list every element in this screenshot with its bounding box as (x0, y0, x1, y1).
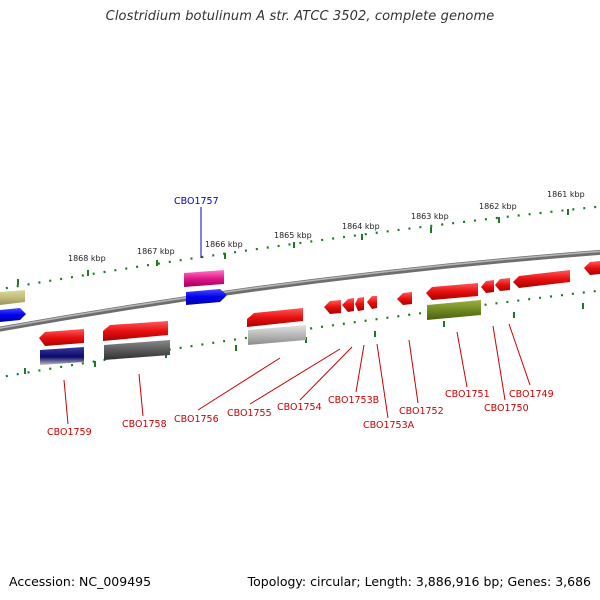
kbp-label: 1861 kbp (547, 190, 585, 199)
kbp-labels: 1861 kbp 1862 kbp 1863 kbp 1864 kbp 1865… (68, 190, 585, 263)
gene-arrow[interactable] (184, 270, 224, 287)
gene-label: CBO1750 (484, 403, 529, 414)
kbp-label: 1864 kbp (342, 222, 380, 231)
gene-arrow[interactable] (0, 290, 25, 305)
gene-arrow[interactable] (248, 325, 306, 345)
gene-label: CBO1758 (122, 419, 167, 430)
outer-tick-track (0, 205, 600, 291)
genome-backbone (0, 249, 600, 332)
gene-label: CBO1753A (363, 420, 415, 431)
gene-arrow[interactable] (324, 300, 341, 314)
outer-major-ticks (17, 209, 569, 285)
gene-arrow[interactable] (247, 308, 303, 327)
gene-arrow[interactable] (104, 340, 170, 360)
gene-arrow[interactable] (426, 283, 478, 300)
gene-label: CBO1752 (399, 406, 444, 417)
gene-arrow[interactable] (186, 289, 227, 305)
gene-label: CBO1755 (227, 408, 272, 419)
gene-labels: CBO1757 CBO1759 CBO1758 CBO1756 CBO1755 … (47, 196, 554, 438)
gene-arrow[interactable] (103, 321, 168, 341)
gene-label: CBO1751 (445, 389, 490, 400)
gene-arrow[interactable] (355, 297, 364, 311)
gene-arrow[interactable] (481, 280, 494, 293)
kbp-label: 1865 kbp (274, 231, 312, 240)
gene-label: CBO1749 (509, 389, 554, 400)
gene-arrow[interactable] (584, 261, 600, 275)
gene-label: CBO1753B (328, 395, 379, 406)
kbp-label: 1863 kbp (411, 212, 449, 221)
accession-text: Accession: NC_009495 (9, 574, 152, 589)
gene-arrow[interactable] (397, 292, 412, 305)
gene-arrow[interactable] (0, 308, 26, 322)
kbp-label: 1867 kbp (137, 247, 175, 256)
gene-label: CBO1756 (174, 414, 219, 425)
label-leader-lines (63, 207, 531, 425)
gene-arrow[interactable] (367, 296, 377, 309)
gene-arrow[interactable] (342, 298, 354, 312)
gene-label: CBO1754 (277, 402, 322, 413)
gene-label: CBO1757 (174, 196, 219, 207)
gene-label: CBO1759 (47, 427, 92, 438)
map-title: Clostridium botulinum A str. ATCC 3502, … (105, 9, 495, 24)
gene-arrow[interactable] (40, 347, 84, 365)
kbp-label: 1866 kbp (205, 240, 243, 249)
kbp-label: 1868 kbp (68, 254, 106, 263)
genome-summary-text: Topology: circular; Length: 3,886,916 bp… (247, 574, 591, 589)
gene-arrow[interactable] (427, 300, 481, 320)
gene-arrow[interactable] (513, 270, 570, 288)
kbp-label: 1862 kbp (479, 202, 517, 211)
gene-arrow[interactable] (495, 278, 510, 291)
gene-arrow[interactable] (39, 329, 84, 346)
